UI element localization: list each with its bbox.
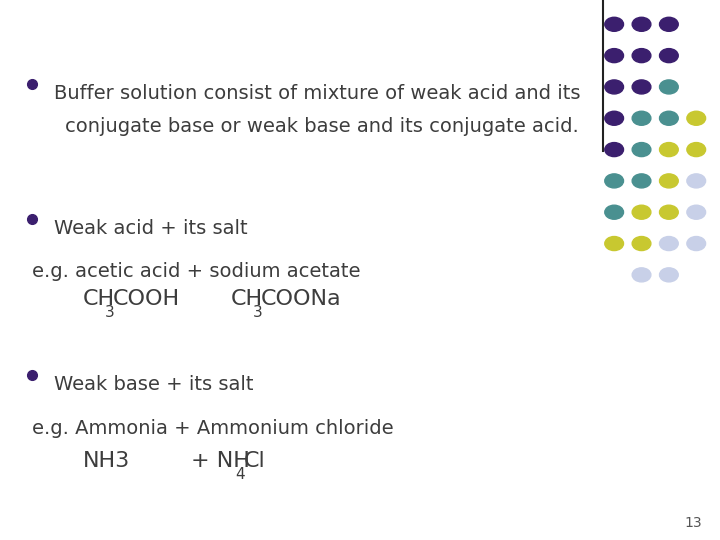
Circle shape	[632, 174, 651, 188]
Circle shape	[632, 111, 651, 125]
Text: Buffer solution consist of mixture of weak acid and its: Buffer solution consist of mixture of we…	[54, 84, 580, 103]
Circle shape	[632, 80, 651, 94]
Circle shape	[632, 268, 651, 282]
Text: Weak acid + its salt: Weak acid + its salt	[54, 219, 248, 238]
Text: Weak base + its salt: Weak base + its salt	[54, 375, 253, 394]
Circle shape	[632, 17, 651, 31]
Text: CH: CH	[83, 289, 115, 309]
Circle shape	[660, 205, 678, 219]
Circle shape	[687, 205, 706, 219]
Circle shape	[687, 143, 706, 157]
Circle shape	[660, 268, 678, 282]
Circle shape	[605, 49, 624, 63]
Text: COOH: COOH	[113, 289, 180, 309]
Circle shape	[660, 237, 678, 251]
Circle shape	[632, 205, 651, 219]
Circle shape	[605, 111, 624, 125]
Circle shape	[632, 143, 651, 157]
Circle shape	[660, 49, 678, 63]
Circle shape	[687, 237, 706, 251]
Circle shape	[660, 111, 678, 125]
Text: 3: 3	[253, 305, 263, 320]
Text: + NH: + NH	[191, 451, 250, 471]
Circle shape	[632, 49, 651, 63]
Text: 13: 13	[685, 516, 702, 530]
Circle shape	[687, 111, 706, 125]
Text: COONa: COONa	[261, 289, 341, 309]
Text: e.g. Ammonia + Ammonium chloride: e.g. Ammonia + Ammonium chloride	[32, 418, 394, 437]
Circle shape	[605, 143, 624, 157]
Text: 3: 3	[105, 305, 115, 320]
Circle shape	[687, 174, 706, 188]
Text: Cl: Cl	[243, 451, 265, 471]
Circle shape	[605, 205, 624, 219]
Text: CH: CH	[230, 289, 263, 309]
Circle shape	[605, 174, 624, 188]
Circle shape	[632, 237, 651, 251]
Circle shape	[660, 143, 678, 157]
Text: e.g. acetic acid + sodium acetate: e.g. acetic acid + sodium acetate	[32, 262, 361, 281]
Circle shape	[605, 80, 624, 94]
Circle shape	[660, 80, 678, 94]
Circle shape	[660, 174, 678, 188]
Circle shape	[605, 17, 624, 31]
Text: NH3: NH3	[83, 451, 130, 471]
Circle shape	[605, 237, 624, 251]
Circle shape	[660, 17, 678, 31]
Text: conjugate base or weak base and its conjugate acid.: conjugate base or weak base and its conj…	[65, 117, 579, 136]
Text: 4: 4	[235, 467, 245, 482]
